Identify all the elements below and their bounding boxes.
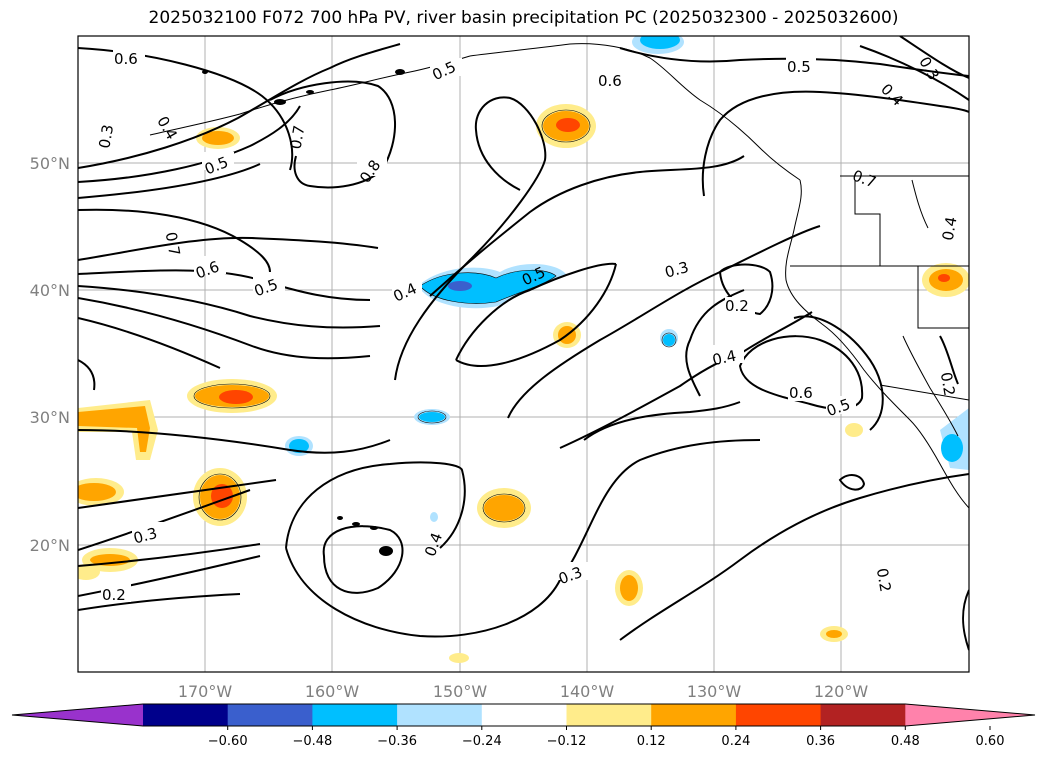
contour-label: 0.3 [663, 258, 691, 282]
colorbar-segment [735, 704, 822, 726]
lat-label: 20°N [30, 536, 70, 555]
islands [202, 69, 405, 556]
contour-label: 0.4 [939, 215, 961, 242]
colorbar-segment [566, 704, 652, 726]
longitude-labels: 170°W 160°W 150°W 140°W 130°W 120°W [178, 682, 869, 701]
gridlines [78, 36, 969, 672]
contour-label: 0.2 [937, 371, 959, 398]
contour-label: 0.7 [162, 231, 184, 258]
colorbar-tick-label: −0.12 [547, 734, 587, 749]
colorbar-tick-label: −0.48 [292, 734, 332, 749]
contour-label: 0.7 [287, 124, 309, 151]
colorbar-extend-high [905, 704, 1035, 726]
lat-label: 30°N [30, 408, 70, 427]
lon-label: 120°W [814, 682, 869, 701]
lat-label: 50°N [30, 154, 70, 173]
contour-label: 0.3 [95, 123, 117, 150]
contour-label: 0.2 [102, 586, 126, 604]
colorbar-segment [651, 704, 737, 726]
colorbar-segment [481, 704, 567, 726]
colorbar: −0.60 −0.48 −0.36 −0.24 −0.12 0.12 0.24 0.36 0.4… [11, 703, 1036, 749]
lon-label: 160°W [305, 682, 360, 701]
coastlines [149, 43, 969, 509]
contour-label: 0.2 [725, 297, 749, 315]
precip-shading [78, 36, 969, 663]
colorbar-extend-low [12, 704, 143, 726]
colorbar-tick-label: 0.36 [806, 734, 835, 749]
colorbar-tick-label: 0.60 [976, 734, 1005, 749]
contour-label: 0.6 [789, 384, 813, 402]
contour-label: 0.3 [131, 524, 159, 548]
contour-label: 0.5 [787, 58, 811, 76]
contour-labels: 0.6 0.3 0.4 0.5 0.7 0.8 0.5 0.6 0.5 0.3 … [95, 49, 961, 604]
colorbar-tick-label: −0.36 [377, 734, 417, 749]
lon-label: 140°W [560, 682, 615, 701]
map-title: 2025032100 F072 700 hPa PV, river basin … [148, 8, 899, 28]
colorbar-tick-label: 0.24 [721, 734, 750, 749]
lon-label: 170°W [178, 682, 233, 701]
precip-outlines [193, 109, 677, 523]
colorbar-segment [227, 704, 313, 726]
pv-contours [78, 36, 969, 651]
contour-label: 0.4 [711, 347, 738, 370]
colorbar-tick-label: 0.48 [891, 734, 920, 749]
colorbar-tick-label: 0.12 [637, 734, 666, 749]
colorbar-segment [312, 704, 398, 726]
colorbar-segment [143, 704, 229, 726]
map-frame [77, 35, 970, 673]
colorbar-tick-label: −0.24 [462, 734, 502, 749]
lon-label: 150°W [433, 682, 488, 701]
colorbar-segment [397, 704, 483, 726]
lat-label: 40°N [30, 281, 70, 300]
colorbar-tick-label: −0.60 [208, 734, 248, 749]
lon-label: 130°W [687, 682, 742, 701]
contour-label: 0.6 [114, 50, 138, 68]
latitude-labels: 50°N 40°N 30°N 20°N [30, 154, 70, 555]
contour-label: 0.6 [598, 72, 622, 90]
colorbar-segment [820, 704, 906, 726]
contour-label: 0.2 [873, 567, 895, 594]
